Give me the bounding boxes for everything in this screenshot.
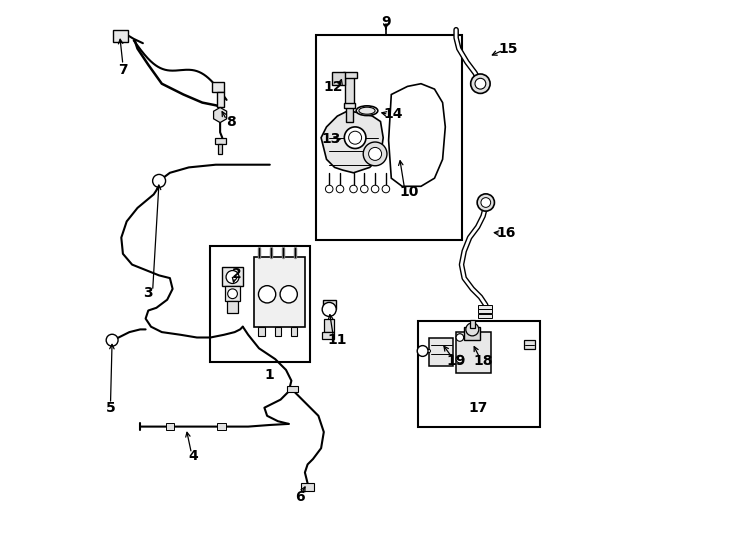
Circle shape [481, 198, 490, 207]
Text: 14: 14 [383, 107, 403, 122]
Text: 16: 16 [497, 226, 516, 240]
Text: 7: 7 [118, 63, 128, 77]
Text: 17: 17 [468, 401, 487, 415]
Bar [470, 320, 475, 328]
Text: 19: 19 [446, 354, 466, 368]
Circle shape [336, 185, 344, 193]
Bar [479, 305, 493, 309]
Circle shape [360, 185, 368, 193]
Text: 13: 13 [321, 132, 341, 146]
Ellipse shape [359, 107, 375, 114]
Bar [212, 82, 224, 92]
Bar [523, 340, 536, 349]
Circle shape [349, 185, 357, 193]
Bar [479, 314, 493, 318]
Circle shape [456, 355, 464, 363]
Bar [211, 246, 310, 362]
Circle shape [475, 78, 486, 89]
Text: 4: 4 [188, 449, 198, 463]
Bar [217, 423, 225, 430]
Circle shape [325, 185, 333, 193]
Bar [322, 332, 334, 339]
Text: 6: 6 [294, 490, 305, 504]
Bar [166, 423, 174, 430]
Text: 1: 1 [265, 368, 275, 382]
Bar [418, 321, 539, 427]
Circle shape [363, 142, 387, 166]
Ellipse shape [356, 106, 378, 116]
Circle shape [258, 286, 276, 303]
Circle shape [371, 185, 379, 193]
Polygon shape [321, 111, 383, 173]
Circle shape [106, 334, 118, 346]
Bar [113, 30, 128, 42]
Bar [217, 92, 224, 107]
Bar [227, 301, 238, 313]
Circle shape [417, 346, 428, 356]
Circle shape [280, 286, 297, 303]
Polygon shape [388, 84, 446, 186]
Bar [429, 338, 454, 366]
Bar [464, 327, 480, 340]
Text: 11: 11 [327, 333, 347, 347]
Circle shape [153, 174, 166, 187]
Circle shape [456, 334, 464, 341]
Circle shape [382, 185, 390, 193]
Text: 5: 5 [106, 401, 115, 415]
Text: 8: 8 [226, 114, 236, 129]
Bar [218, 144, 222, 154]
Text: 10: 10 [399, 185, 419, 199]
Circle shape [477, 194, 495, 211]
Circle shape [368, 147, 382, 160]
Text: 18: 18 [473, 354, 493, 368]
Bar [323, 300, 335, 309]
Bar [301, 483, 314, 491]
Circle shape [228, 289, 237, 299]
Bar [456, 332, 491, 373]
Bar [346, 105, 353, 122]
Bar [346, 76, 354, 105]
Text: 2: 2 [231, 267, 241, 281]
Text: 15: 15 [498, 42, 518, 56]
Polygon shape [214, 107, 227, 123]
Bar [479, 309, 493, 313]
Circle shape [470, 74, 490, 93]
Bar [324, 319, 333, 332]
Bar [291, 327, 297, 336]
Circle shape [344, 127, 366, 148]
Bar [222, 267, 243, 286]
Bar [254, 256, 305, 327]
Bar [316, 35, 462, 240]
Circle shape [322, 302, 336, 316]
Text: 12: 12 [324, 80, 344, 94]
Bar [287, 386, 298, 392]
Bar [215, 138, 225, 144]
Circle shape [226, 271, 239, 284]
Circle shape [349, 131, 362, 144]
Bar [258, 327, 265, 336]
Bar [332, 72, 346, 85]
Bar [343, 72, 357, 78]
Bar [344, 103, 355, 108]
Text: 9: 9 [381, 15, 390, 29]
Circle shape [466, 323, 479, 336]
Text: 3: 3 [143, 286, 153, 300]
Bar [225, 286, 240, 301]
Bar [275, 327, 281, 336]
